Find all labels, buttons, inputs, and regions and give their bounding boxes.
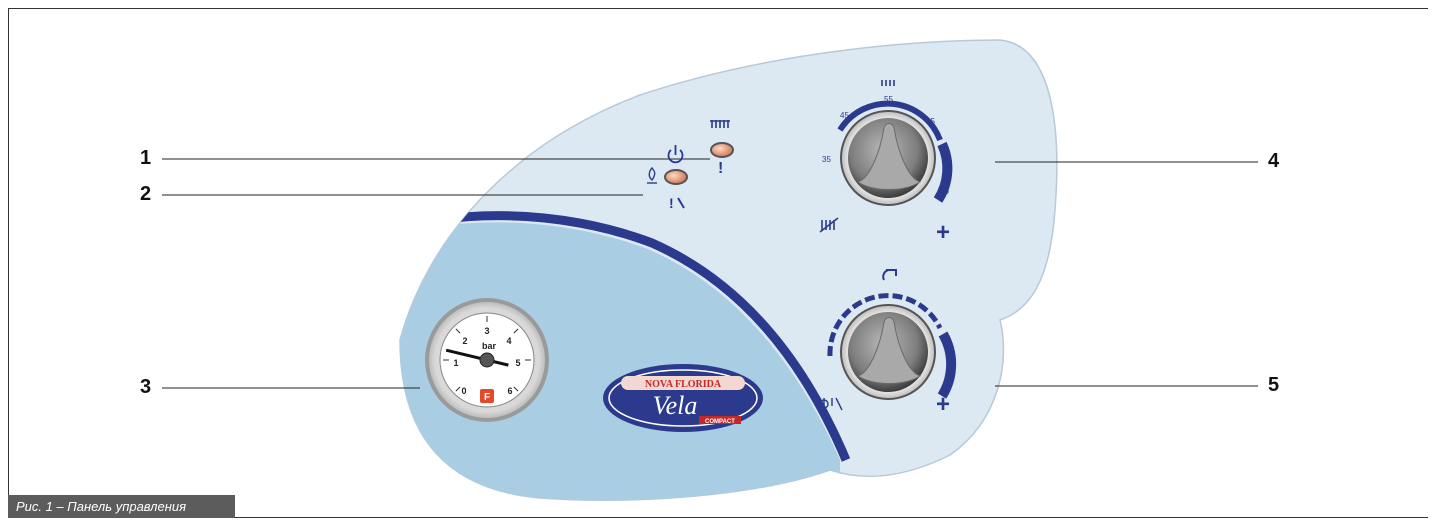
pressure-gauge: 0 1 2 3 4 5 6 bar F <box>425 298 549 422</box>
gauge-tick-6: 6 <box>507 386 512 396</box>
warning-mark-1: ! <box>718 160 723 177</box>
logo-line3: COMPACT <box>705 419 735 425</box>
indicator-led-2 <box>664 169 688 185</box>
heating-dial-scale-arc <box>837 100 943 142</box>
radiator-icon <box>710 120 730 128</box>
gauge-tick-0: 0 <box>461 386 466 396</box>
brand-logo: NOVA FLORIDA Vela COMPACT <box>603 364 763 432</box>
gauge-tick-1: 1 <box>453 358 458 368</box>
reset-icon <box>677 197 685 209</box>
gauge-tick-3: 3 <box>484 326 489 336</box>
callout-1: 1 <box>140 147 152 169</box>
callout-lines <box>162 158 1258 389</box>
indicator-area: ! ! <box>647 120 734 211</box>
logo-line2: Vela <box>653 391 698 420</box>
tap-icon <box>882 269 897 281</box>
heating-scale-45: 45 <box>840 111 849 120</box>
heating-dial-grip <box>856 123 922 190</box>
gauge-tick-2: 2 <box>462 336 467 346</box>
gauge-f-badge: F <box>484 392 490 403</box>
figure-frame <box>8 8 1428 518</box>
radiator-icon <box>881 80 895 86</box>
dhw-dial-scale-arc-thick <box>937 331 957 399</box>
figure-caption: Рис. 1 – Панель управления <box>8 495 235 518</box>
dhw-dial-scale-arc <box>827 293 943 357</box>
dhw-plus: + <box>936 391 950 418</box>
callout-3: 3 <box>140 376 152 398</box>
logo-line1: NOVA FLORIDA <box>645 379 722 390</box>
heating-dial-labels: 35 45 55 65 80 <box>822 95 949 196</box>
indicator-led-1 <box>710 142 734 158</box>
gauge-f-badge-box <box>480 389 494 403</box>
gauge-needle <box>445 348 509 367</box>
heating-plus: + <box>936 219 950 246</box>
dhw-dial: + <box>819 269 957 418</box>
gauge-hub <box>479 352 495 368</box>
heating-dial: 35 45 55 65 80 + <box>819 80 953 246</box>
dhw-off-icon <box>819 397 843 411</box>
gauge-unit: bar <box>482 341 497 351</box>
heating-scale-65: 65 <box>926 117 935 126</box>
callout-2: 2 <box>140 183 152 205</box>
callout-5: 5 <box>1268 374 1280 396</box>
panel-lower-region <box>400 222 840 501</box>
radiator-off-icon <box>819 217 839 233</box>
warning-mark-2: ! <box>669 195 674 211</box>
gauge-tick-4: 4 <box>506 336 511 346</box>
heating-scale-35: 35 <box>822 155 831 164</box>
callout-4: 4 <box>1268 150 1280 172</box>
gauge-tick-marks <box>443 316 531 392</box>
heating-scale-55: 55 <box>884 95 893 104</box>
power-icon <box>667 145 684 164</box>
heating-dial-scale-arc-thick <box>933 141 953 203</box>
heating-scale-80: 80 <box>940 187 949 196</box>
flame-icon <box>647 166 657 184</box>
dhw-dial-grip <box>856 317 922 384</box>
gauge-tick-5: 5 <box>515 358 520 368</box>
